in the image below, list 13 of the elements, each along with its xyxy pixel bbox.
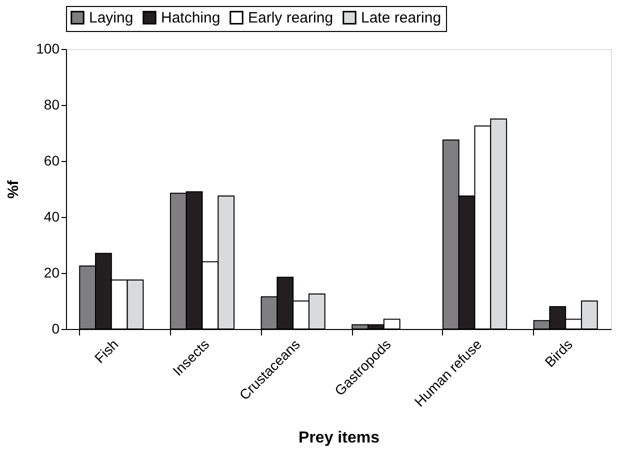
legend-label: Laying bbox=[89, 10, 134, 27]
legend-label: Early rearing bbox=[248, 10, 334, 27]
legend-label: Hatching bbox=[161, 10, 220, 27]
x-tick-label: Fish bbox=[91, 336, 122, 366]
y-tick-label: 100 bbox=[36, 40, 60, 56]
y-tick-label: 20 bbox=[44, 264, 60, 280]
y-tick-label: 60 bbox=[44, 152, 60, 168]
legend-label: Late rearing bbox=[361, 10, 442, 27]
y-tick-label: 80 bbox=[44, 96, 60, 112]
y-axis-title: %f bbox=[5, 179, 22, 199]
x-axis-title: Prey items bbox=[298, 430, 380, 447]
y-tick-label: 0 bbox=[52, 320, 60, 336]
y-tick-label: 40 bbox=[44, 208, 60, 224]
